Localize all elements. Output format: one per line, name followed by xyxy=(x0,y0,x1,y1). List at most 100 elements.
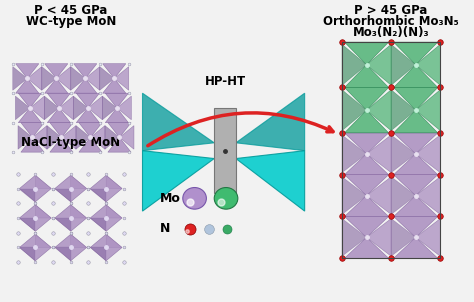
Polygon shape xyxy=(106,234,122,247)
Polygon shape xyxy=(366,90,391,131)
Polygon shape xyxy=(79,123,102,137)
Polygon shape xyxy=(73,79,97,93)
Text: NaCl-type MoN: NaCl-type MoN xyxy=(21,136,120,149)
Polygon shape xyxy=(21,123,44,137)
Polygon shape xyxy=(71,205,87,218)
Polygon shape xyxy=(103,64,126,79)
Polygon shape xyxy=(393,217,438,237)
Polygon shape xyxy=(342,44,366,85)
Polygon shape xyxy=(345,88,389,110)
Polygon shape xyxy=(393,110,438,133)
Polygon shape xyxy=(342,90,366,131)
Polygon shape xyxy=(366,135,391,173)
Polygon shape xyxy=(117,96,131,120)
Polygon shape xyxy=(345,42,389,65)
Polygon shape xyxy=(345,196,389,217)
Polygon shape xyxy=(88,96,102,120)
Polygon shape xyxy=(345,154,389,175)
Polygon shape xyxy=(42,67,56,90)
Polygon shape xyxy=(416,219,440,256)
Polygon shape xyxy=(106,175,122,188)
Polygon shape xyxy=(18,93,42,108)
Polygon shape xyxy=(366,44,391,85)
Polygon shape xyxy=(108,137,131,152)
Polygon shape xyxy=(33,126,47,149)
Polygon shape xyxy=(416,177,440,214)
Polygon shape xyxy=(18,108,42,123)
Polygon shape xyxy=(236,93,305,151)
Polygon shape xyxy=(90,218,106,231)
Polygon shape xyxy=(76,126,91,149)
Polygon shape xyxy=(90,205,122,231)
Polygon shape xyxy=(19,175,51,202)
Text: HP-HT: HP-HT xyxy=(204,75,246,88)
Polygon shape xyxy=(55,218,71,231)
Polygon shape xyxy=(79,137,102,152)
Polygon shape xyxy=(47,126,62,149)
Polygon shape xyxy=(391,135,416,173)
Polygon shape xyxy=(345,65,389,88)
Polygon shape xyxy=(366,219,391,256)
Polygon shape xyxy=(105,93,128,108)
Polygon shape xyxy=(71,67,85,90)
Polygon shape xyxy=(103,79,126,93)
Polygon shape xyxy=(214,108,236,193)
Polygon shape xyxy=(19,218,36,231)
Polygon shape xyxy=(30,96,45,120)
Polygon shape xyxy=(345,110,389,133)
Polygon shape xyxy=(55,205,87,231)
Polygon shape xyxy=(90,175,122,202)
Polygon shape xyxy=(19,247,36,261)
Polygon shape xyxy=(393,175,438,196)
Polygon shape xyxy=(342,219,366,256)
Polygon shape xyxy=(393,65,438,88)
Ellipse shape xyxy=(183,188,206,209)
Polygon shape xyxy=(90,247,106,261)
Polygon shape xyxy=(47,93,71,108)
Text: WC-type MoN: WC-type MoN xyxy=(26,15,116,28)
Polygon shape xyxy=(236,151,305,211)
Polygon shape xyxy=(391,177,416,214)
Polygon shape xyxy=(393,196,438,217)
Polygon shape xyxy=(71,234,87,247)
Polygon shape xyxy=(59,96,73,120)
Polygon shape xyxy=(391,219,416,256)
Polygon shape xyxy=(55,247,71,261)
Polygon shape xyxy=(345,237,389,258)
Text: Mo: Mo xyxy=(160,192,181,205)
Polygon shape xyxy=(90,188,106,202)
Polygon shape xyxy=(36,175,51,188)
Polygon shape xyxy=(391,44,416,85)
Polygon shape xyxy=(71,175,87,188)
Text: P < 45 GPa: P < 45 GPa xyxy=(34,4,108,17)
Polygon shape xyxy=(366,177,391,214)
Polygon shape xyxy=(76,108,100,123)
Polygon shape xyxy=(119,126,134,149)
Polygon shape xyxy=(114,67,129,90)
Polygon shape xyxy=(105,126,119,149)
Text: Mo₃(N₂)(N)₃: Mo₃(N₂)(N)₃ xyxy=(353,26,429,39)
Polygon shape xyxy=(416,135,440,173)
Polygon shape xyxy=(55,175,87,202)
Polygon shape xyxy=(342,177,366,214)
Text: P > 45 GPa: P > 45 GPa xyxy=(355,4,428,17)
Polygon shape xyxy=(73,64,97,79)
Polygon shape xyxy=(102,96,117,120)
Polygon shape xyxy=(19,234,51,261)
Polygon shape xyxy=(105,108,128,123)
Polygon shape xyxy=(342,135,366,173)
Polygon shape xyxy=(393,42,438,65)
Polygon shape xyxy=(45,96,59,120)
Polygon shape xyxy=(36,234,51,247)
Polygon shape xyxy=(393,133,438,154)
Polygon shape xyxy=(50,137,73,152)
Polygon shape xyxy=(76,93,100,108)
Polygon shape xyxy=(143,93,214,151)
Text: Orthorhombic Mo₃N₅: Orthorhombic Mo₃N₅ xyxy=(323,15,459,28)
Polygon shape xyxy=(13,67,27,90)
Polygon shape xyxy=(19,205,51,231)
Polygon shape xyxy=(143,151,214,211)
Polygon shape xyxy=(45,64,68,79)
Polygon shape xyxy=(391,90,416,131)
Polygon shape xyxy=(19,188,36,202)
